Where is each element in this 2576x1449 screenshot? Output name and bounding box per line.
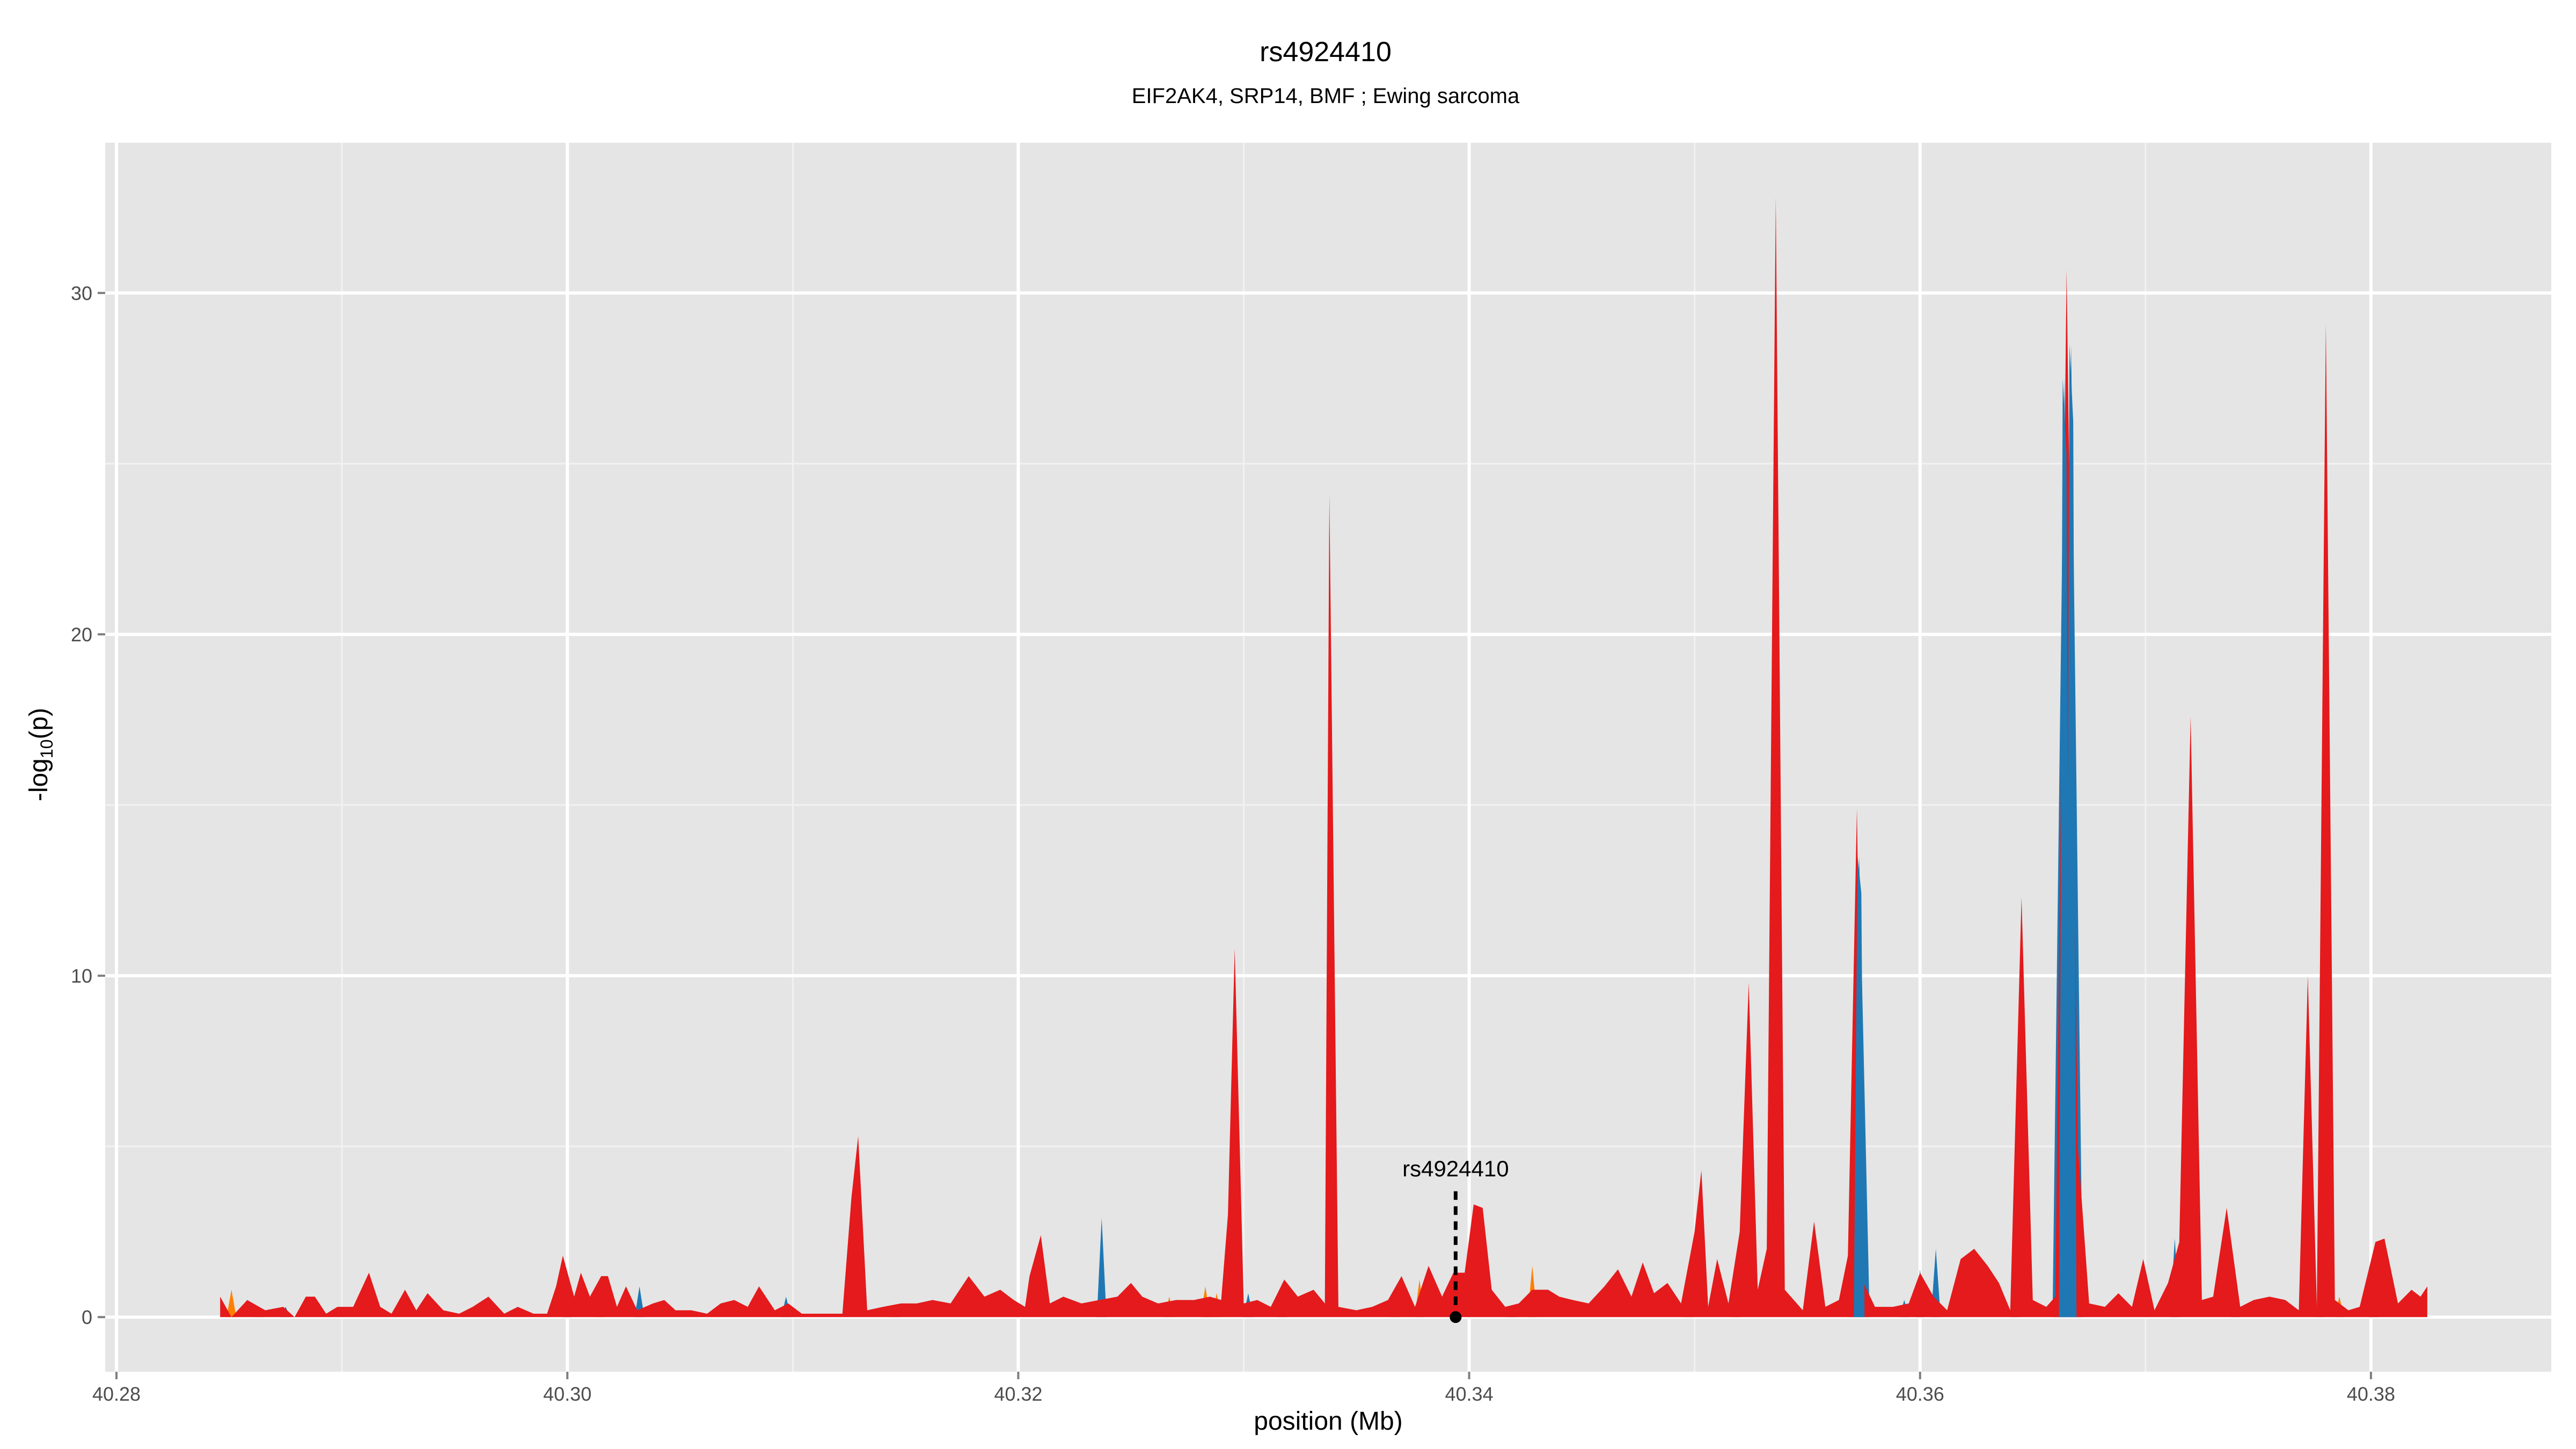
area-peak-overlay [1854,856,1865,1318]
x-tick-label: 40.30 [543,1383,591,1405]
y-tick-label: 20 [71,624,92,646]
y-axis-title-main: -log [25,758,53,801]
x-tick-label: 40.32 [994,1383,1042,1405]
annotation-label: rs4924410 [1402,1156,1509,1181]
y-axis-title-subscript: 10 [37,740,56,759]
snp-annotation: rs4924410 [1402,1156,1509,1323]
y-tick-label: 10 [71,965,92,987]
area-peak-overlay [2066,344,2077,1318]
y-axis-title-tail: (p) [25,708,53,740]
chart-title: rs4924410 [1260,36,1392,68]
chart-subtitle: EIF2AK4, SRP14, BMF ; Ewing sarcoma [1132,84,1520,108]
area-peak [226,1290,237,1318]
x-axis: 40.28 40.30 40.32 40.34 40.36 40.38 [92,1372,2395,1405]
x-axis-title: position (Mb) [1254,1407,1402,1436]
x-tick-label: 40.38 [2347,1383,2395,1405]
major-gridlines [105,143,2551,1372]
y-tick-label: 0 [82,1306,92,1328]
x-tick-label: 40.28 [92,1383,141,1405]
data-areas [220,197,2427,1318]
y-axis: 0 10 20 30 [71,282,105,1328]
annotation-point [1450,1311,1462,1323]
x-tick-label: 40.36 [1896,1383,1944,1405]
y-tick-label: 30 [71,282,92,304]
area-peak [1096,1218,1107,1318]
y-axis-title: -log10(p) [25,708,56,801]
x-tick-label: 40.34 [1445,1383,1494,1405]
